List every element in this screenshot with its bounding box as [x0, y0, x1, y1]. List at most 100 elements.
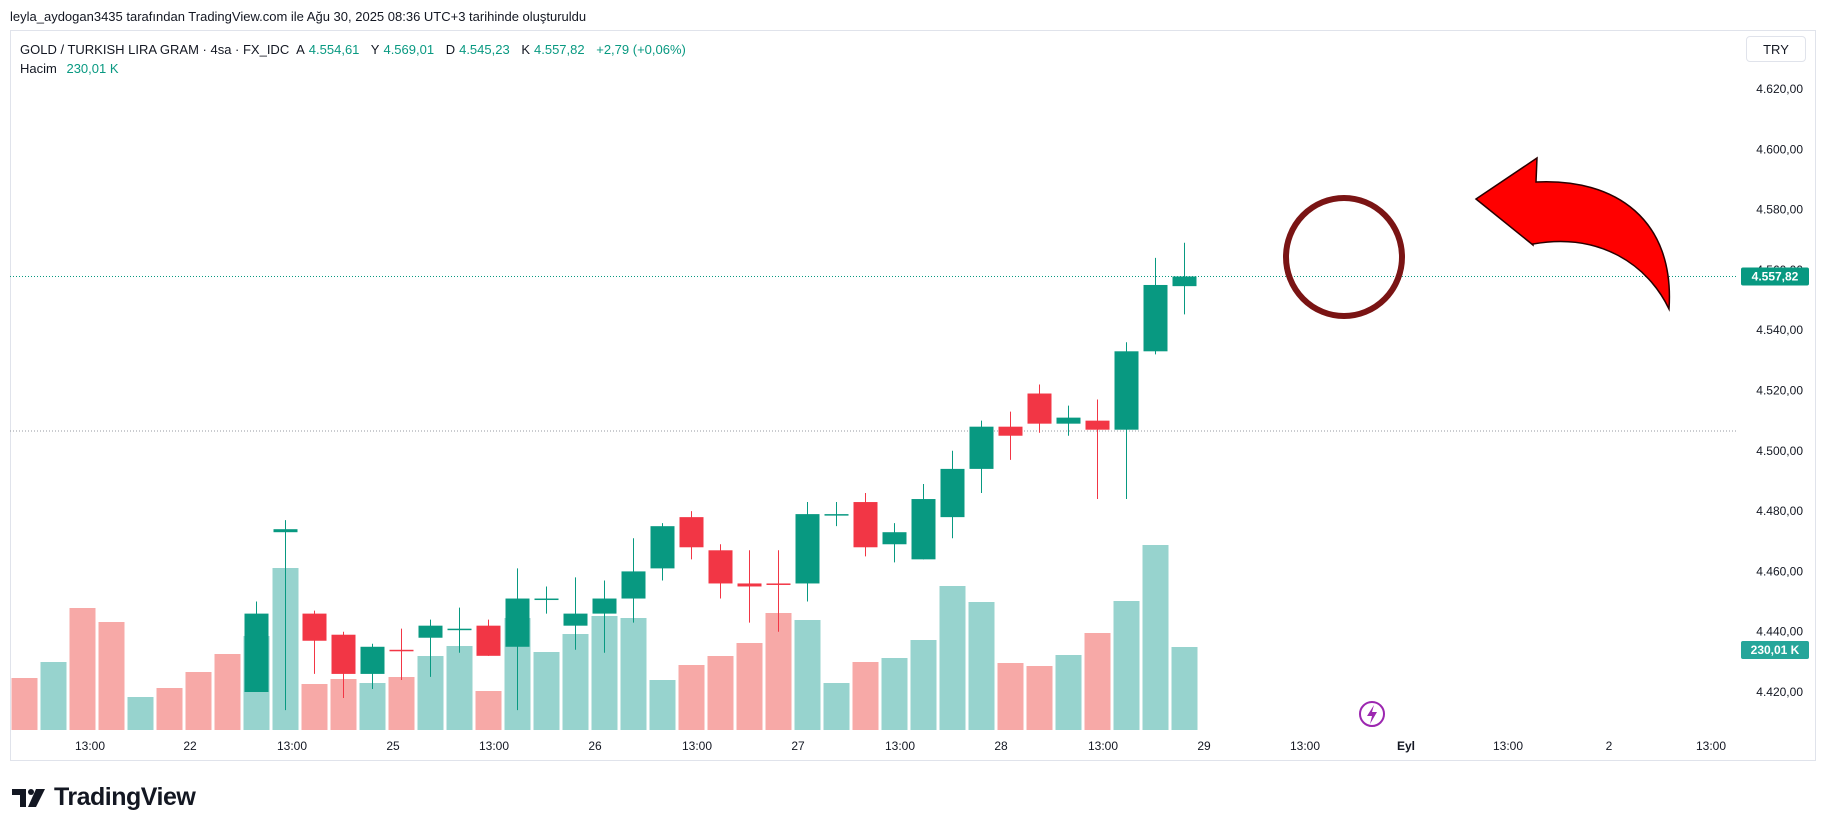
- candle-body[interactable]: [621, 571, 646, 599]
- volume-bar[interactable]: [1055, 655, 1082, 730]
- candle-body[interactable]: [940, 468, 965, 518]
- volume-bar[interactable]: [997, 663, 1024, 730]
- candle-body[interactable]: [853, 502, 878, 548]
- volume-bar[interactable]: [1084, 633, 1111, 730]
- candle-body[interactable]: [824, 514, 849, 516]
- tradingview-logo[interactable]: TradingView: [12, 783, 196, 812]
- candle-body[interactable]: [244, 613, 269, 692]
- change-value: +2,79 (+0,06%): [596, 42, 686, 57]
- volume-bar[interactable]: [1142, 545, 1169, 730]
- volume-bar[interactable]: [678, 665, 705, 730]
- x-tick-label: 13:00: [1088, 739, 1118, 753]
- candle-body[interactable]: [418, 625, 443, 638]
- volume-bar[interactable]: [98, 622, 125, 730]
- annotation-circle: [1283, 195, 1405, 319]
- open-item: A 4.554,61: [296, 42, 360, 57]
- volume-bar[interactable]: [649, 680, 676, 730]
- candle-body[interactable]: [360, 646, 385, 674]
- volume-bar[interactable]: [939, 586, 966, 730]
- close-item: K 4.557,82: [521, 42, 585, 57]
- volume-bar[interactable]: [388, 677, 415, 730]
- volume-bar[interactable]: [446, 646, 473, 730]
- candle-body[interactable]: [563, 613, 588, 626]
- chart-legend: GOLD / TURKISH LIRA GRAM · 4sa · FX_IDC …: [20, 40, 690, 78]
- candle-body[interactable]: [1027, 393, 1052, 424]
- candle-body[interactable]: [766, 583, 791, 585]
- candle-body[interactable]: [737, 583, 762, 587]
- volume-bar[interactable]: [156, 688, 183, 730]
- candle-body[interactable]: [1143, 284, 1168, 352]
- y-tick-label: 4.520,00: [1756, 384, 1803, 398]
- volume-bar[interactable]: [127, 697, 154, 730]
- y-tick-label: 4.600,00: [1756, 142, 1803, 156]
- volume-bar[interactable]: [881, 658, 908, 730]
- y-tick-label: 4.440,00: [1756, 625, 1803, 639]
- volume-bar[interactable]: [40, 662, 67, 730]
- volume-label[interactable]: Hacim: [20, 61, 57, 76]
- x-tick-label: 13:00: [885, 739, 915, 753]
- candle-body[interactable]: [998, 426, 1023, 436]
- volume-bar[interactable]: [968, 602, 995, 730]
- volume-bar[interactable]: [185, 672, 212, 730]
- y-tick-label: 4.460,00: [1756, 564, 1803, 578]
- candle-body[interactable]: [592, 598, 617, 614]
- volume-bar[interactable]: [359, 683, 386, 730]
- curved-arrow-icon: [1474, 156, 1671, 312]
- x-tick-label: 13:00: [1290, 739, 1320, 753]
- candle-body[interactable]: [795, 514, 820, 584]
- candle-body[interactable]: [1114, 351, 1139, 430]
- chart-credit: leyla_aydogan3435 tarafından TradingView…: [10, 9, 587, 24]
- volume-bar[interactable]: [794, 620, 821, 730]
- candle-body[interactable]: [708, 550, 733, 584]
- volume-bar[interactable]: [475, 691, 502, 730]
- volume-bar[interactable]: [69, 608, 96, 730]
- candle-body[interactable]: [505, 598, 530, 647]
- candle-body[interactable]: [1056, 417, 1081, 424]
- volume-bar[interactable]: [852, 662, 879, 730]
- candle-body[interactable]: [650, 526, 675, 569]
- y-tick-label: 4.420,00: [1756, 685, 1803, 699]
- candle-body[interactable]: [534, 598, 559, 601]
- candle-body[interactable]: [1085, 420, 1110, 430]
- x-tick-label: Eyl: [1397, 739, 1415, 753]
- volume-bar[interactable]: [620, 618, 647, 730]
- currency-button[interactable]: TRY: [1746, 36, 1806, 62]
- x-tick-label: 13:00: [1493, 739, 1523, 753]
- x-tick-label: 13:00: [1696, 739, 1726, 753]
- volume-bar[interactable]: [765, 613, 792, 730]
- x-tick-label: 27: [791, 739, 805, 753]
- volume-bar[interactable]: [11, 678, 38, 730]
- logo-text: TradingView: [54, 783, 196, 811]
- candle-body[interactable]: [882, 532, 907, 545]
- volume-bar[interactable]: [1113, 601, 1140, 730]
- volume-bar[interactable]: [707, 656, 734, 730]
- volume-bar[interactable]: [736, 643, 763, 730]
- x-tick-label: 13:00: [682, 739, 712, 753]
- volume-bar[interactable]: [214, 654, 241, 730]
- candle-body[interactable]: [969, 426, 994, 469]
- candle-body[interactable]: [911, 499, 936, 560]
- lightning-icon[interactable]: [1359, 701, 1385, 727]
- x-tick-label: 22: [183, 739, 197, 753]
- volume-bar[interactable]: [562, 634, 589, 730]
- candle-body[interactable]: [331, 634, 356, 674]
- symbol-title[interactable]: GOLD / TURKISH LIRA GRAM · 4sa · FX_IDC: [20, 42, 290, 57]
- candle-body[interactable]: [679, 517, 704, 548]
- candle-body[interactable]: [302, 613, 327, 641]
- volume-bar[interactable]: [1026, 666, 1053, 730]
- candle-body[interactable]: [447, 628, 472, 631]
- candle-body[interactable]: [476, 625, 501, 656]
- y-tick-label: 4.580,00: [1756, 203, 1803, 217]
- volume-bars: [11, 545, 1198, 730]
- candle-body[interactable]: [1172, 276, 1197, 287]
- volume-bar[interactable]: [910, 640, 937, 730]
- volume-bar[interactable]: [823, 683, 850, 730]
- volume-bar[interactable]: [1171, 647, 1198, 730]
- candle-body[interactable]: [273, 529, 298, 533]
- volume-bar[interactable]: [533, 652, 560, 730]
- candle-body[interactable]: [389, 649, 414, 652]
- volume-bar[interactable]: [301, 684, 328, 730]
- time-axis: 13:00 22 13:00 25 13:00 26 13:00 27 13:00 28 13:00…: [75, 739, 1726, 753]
- price-badge: 4.557,82: [1741, 267, 1809, 286]
